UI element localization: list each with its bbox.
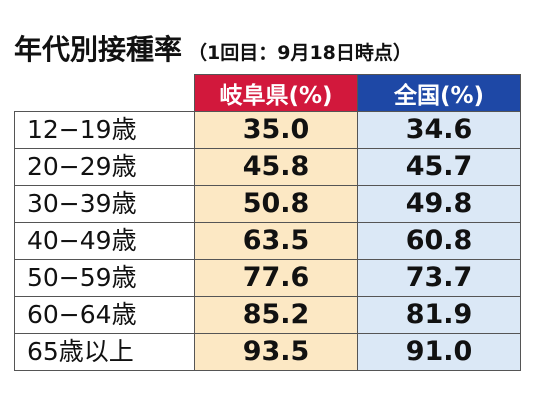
gifu-rate-cell: 45.8 bbox=[194, 148, 358, 186]
table-row: 50−59歳 77.6 73.7 bbox=[14, 259, 521, 297]
age-group-cell: 50−59歳 bbox=[14, 259, 195, 297]
gifu-rate-cell: 85.2 bbox=[194, 296, 358, 334]
page-title: 年代別接種率 bbox=[14, 33, 183, 66]
national-rate-cell: 91.0 bbox=[357, 333, 521, 371]
gifu-rate-cell: 63.5 bbox=[194, 222, 358, 260]
table-row: 20−29歳 45.8 45.7 bbox=[14, 148, 521, 186]
age-group-cell: 20−29歳 bbox=[14, 148, 195, 186]
national-rate-cell: 60.8 bbox=[357, 222, 521, 260]
table-body: 12−19歳 35.0 34.6 20−29歳 45.8 45.7 30−39歳 50.8 49… bbox=[14, 111, 521, 371]
age-group-cell: 30−39歳 bbox=[14, 185, 195, 223]
national-rate-cell: 34.6 bbox=[357, 111, 521, 149]
title-row: 年代別接種率 （1回目：9月18日時点） bbox=[14, 28, 526, 68]
national-rate-cell: 81.9 bbox=[357, 296, 521, 334]
table-row: 60−64歳 85.2 81.9 bbox=[14, 296, 521, 334]
gifu-rate-cell: 77.6 bbox=[194, 259, 358, 297]
page-subtitle: （1回目：9月18日時点） bbox=[188, 42, 412, 64]
table-row: 12−19歳 35.0 34.6 bbox=[14, 111, 521, 149]
age-group-cell: 65歳以上 bbox=[14, 333, 195, 371]
age-group-cell: 12−19歳 bbox=[14, 111, 195, 149]
table-header-row: 岐阜県(%) 全国(%) bbox=[14, 74, 521, 112]
header-national: 全国(%) bbox=[357, 74, 521, 112]
gifu-rate-cell: 93.5 bbox=[194, 333, 358, 371]
table-row: 30−39歳 50.8 49.8 bbox=[14, 185, 521, 223]
gifu-rate-cell: 35.0 bbox=[194, 111, 358, 149]
header-blank-cell bbox=[14, 74, 195, 112]
table-row: 65歳以上 93.5 91.0 bbox=[14, 333, 521, 371]
gifu-rate-cell: 50.8 bbox=[194, 185, 358, 223]
table-row: 40−49歳 63.5 60.8 bbox=[14, 222, 521, 260]
age-group-cell: 60−64歳 bbox=[14, 296, 195, 334]
national-rate-cell: 73.7 bbox=[357, 259, 521, 297]
national-rate-cell: 49.8 bbox=[357, 185, 521, 223]
header-gifu: 岐阜県(%) bbox=[194, 74, 358, 112]
vaccination-rate-table: 岐阜県(%) 全国(%) 12−19歳 35.0 34.6 20−29歳 45.8 45.… bbox=[14, 74, 521, 371]
national-rate-cell: 45.7 bbox=[357, 148, 521, 186]
age-group-cell: 40−49歳 bbox=[14, 222, 195, 260]
